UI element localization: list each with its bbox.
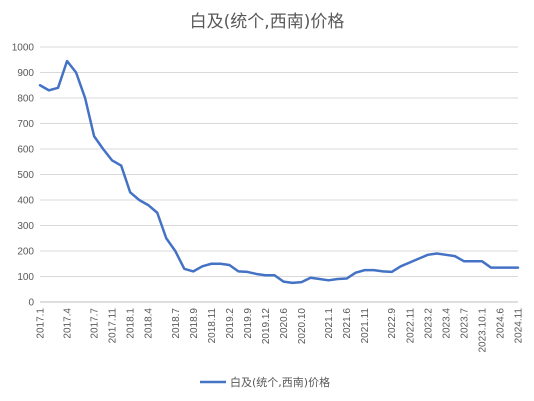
y-tick-label: 100 bbox=[17, 272, 34, 283]
x-tick-label: 2021.1 bbox=[324, 308, 335, 339]
x-tick-label: 2022.9 bbox=[387, 308, 398, 339]
series-lines bbox=[38, 59, 520, 285]
x-tick-label: 2022.11 bbox=[405, 308, 416, 344]
y-tick-label: 800 bbox=[17, 94, 34, 105]
y-tick-label: 400 bbox=[17, 196, 34, 207]
x-tick-label: 2023.10.1 bbox=[477, 308, 488, 353]
x-tick-label: 2018.11 bbox=[207, 308, 218, 344]
x-tick-label: 2017.7 bbox=[90, 308, 101, 339]
x-tick-label: 2017.1 bbox=[36, 308, 47, 339]
y-tick-label: 600 bbox=[17, 145, 34, 156]
x-tick-label: 2018.1 bbox=[126, 308, 137, 339]
legend-label: 白及(统个,西南)价格 bbox=[230, 375, 330, 389]
x-tick-label: 2023.4 bbox=[441, 308, 452, 339]
series-line bbox=[38, 59, 520, 285]
x-tick-label: 2023.7 bbox=[459, 308, 470, 339]
y-axis-tick-labels: 0 100 200 300 400 500 600 700 800 900 1000 bbox=[12, 43, 35, 309]
x-tick-label: 2019.12 bbox=[261, 308, 272, 345]
y-tick-label: 500 bbox=[17, 170, 34, 181]
y-tick-label: 700 bbox=[17, 119, 34, 130]
x-tick-label: 2024.11 bbox=[514, 308, 525, 344]
x-tick-label: 2020.10 bbox=[297, 308, 308, 345]
x-tick-label: 2024.6 bbox=[495, 308, 506, 339]
legend: 白及(统个,西南)价格 bbox=[200, 375, 330, 389]
y-tick-label: 0 bbox=[28, 298, 34, 309]
x-tick-label: 2023.2 bbox=[423, 308, 434, 339]
y-tick-label: 900 bbox=[17, 68, 34, 79]
x-tick-label: 2019.2 bbox=[225, 308, 236, 339]
x-axis-tick-labels: 2017.1 2017.4 2017.7 2017.11 2018.1 2018.4 201… bbox=[36, 308, 525, 353]
chart-title: 白及(统个,西南)价格 bbox=[190, 12, 345, 32]
y-tick-label: 300 bbox=[17, 221, 34, 232]
gridlines bbox=[40, 46, 518, 303]
x-tick-label: 2018.4 bbox=[144, 308, 155, 339]
x-tick-label: 2018.9 bbox=[189, 308, 200, 339]
x-tick-label: 2019.9 bbox=[243, 308, 254, 339]
y-tick-label: 200 bbox=[17, 247, 34, 258]
x-tick-label: 2021.6 bbox=[342, 308, 353, 339]
x-tick-label: 2021.11 bbox=[360, 308, 371, 344]
x-tick-label: 2017.4 bbox=[63, 308, 74, 339]
x-tick-label: 2020.6 bbox=[279, 308, 290, 339]
x-tick-label: 2018.7 bbox=[171, 308, 182, 339]
x-tick-label: 2017.11 bbox=[108, 308, 119, 344]
y-tick-label: 1000 bbox=[12, 43, 35, 54]
